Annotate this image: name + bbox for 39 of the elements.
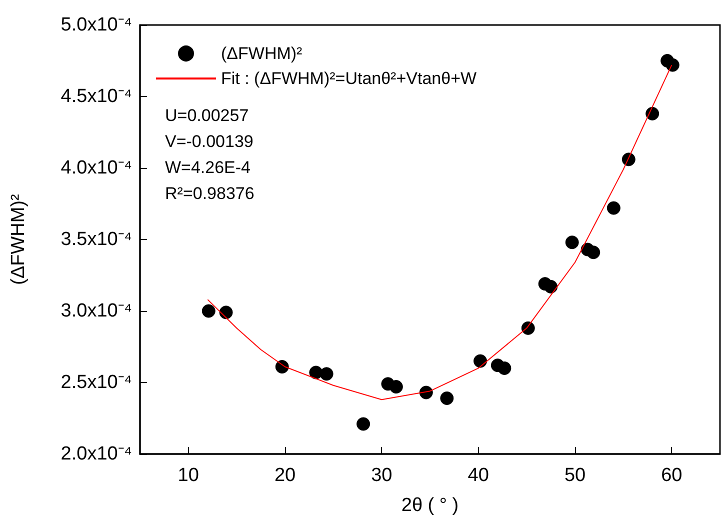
x-tick-label: 30 — [371, 465, 392, 486]
annotation: U=0.00257 — [165, 106, 249, 125]
annotation: R²=0.98376 — [165, 184, 254, 203]
x-tick-label: 10 — [178, 465, 199, 486]
point — [666, 58, 680, 72]
y-axis-title: (ΔFWHM)² — [8, 194, 29, 285]
legend-label: Fit : (ΔFWHM)²=Utanθ²+Vtanθ+W — [221, 69, 477, 88]
point — [586, 246, 600, 260]
point — [389, 380, 403, 394]
point — [606, 201, 620, 215]
y-tick-label: 3.0x10⁻⁴ — [60, 300, 132, 322]
point — [565, 236, 579, 250]
point — [202, 304, 216, 318]
y-tick-label: 4.5x10⁻⁴ — [60, 86, 132, 107]
point — [219, 306, 233, 320]
point — [320, 367, 334, 381]
y-tick-label: 4.0x10⁻⁴ — [60, 158, 132, 178]
y-tick-label: 3.5x10⁻⁴ — [60, 229, 132, 250]
point — [646, 106, 660, 120]
annotation: W=4.26E-4 — [165, 158, 251, 177]
point — [622, 152, 636, 166]
legend-label: (ΔFWHM)² — [221, 44, 303, 63]
x-tick-label: 40 — [468, 465, 489, 486]
annotation: V=-0.00139 — [165, 132, 254, 151]
point — [275, 360, 289, 374]
point — [498, 361, 512, 375]
x-tick-label: 50 — [564, 465, 586, 486]
point — [440, 391, 454, 405]
point — [474, 354, 488, 368]
y-tick-label: 2.5x10⁻⁴ — [60, 372, 132, 393]
point — [356, 417, 370, 431]
x-tick-label: 20 — [274, 465, 296, 486]
x-axis-title: 2θ ( ° ) — [401, 495, 459, 516]
y-tick-label: 2.0x10⁻⁴ — [60, 444, 132, 464]
point — [521, 321, 535, 335]
point — [544, 280, 558, 294]
point — [419, 386, 433, 400]
x-tick-label: 60 — [661, 465, 682, 486]
y-tick-label: 5.0x10⁻⁴ — [60, 14, 132, 36]
